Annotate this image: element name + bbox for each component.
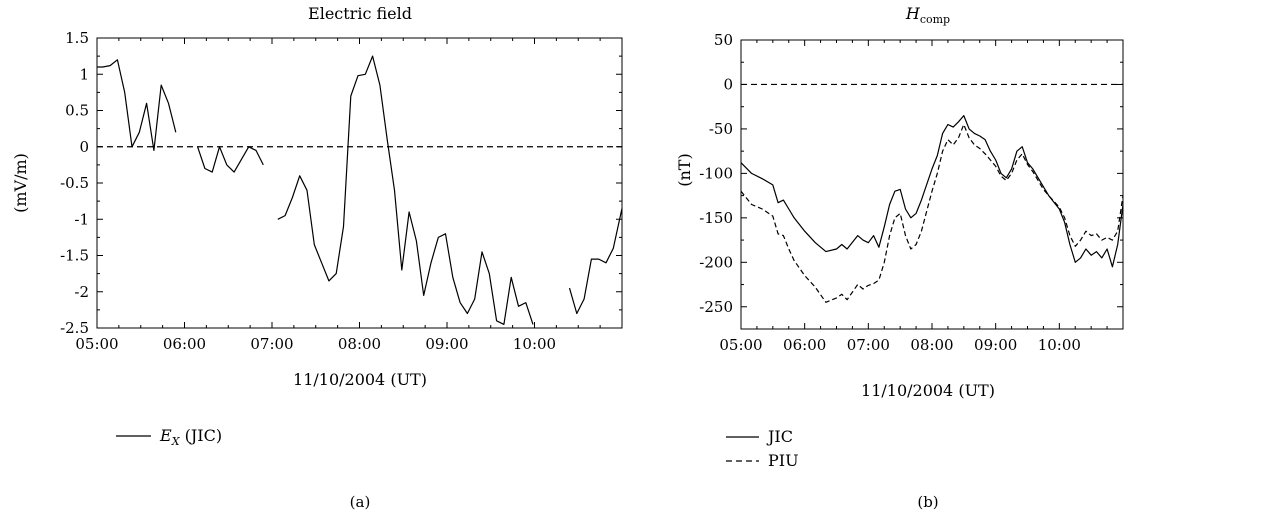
electric-field-chart: Electric field (mV/m) 11/10/2004 (UT) EX… — [11, 4, 623, 511]
y-tick-label: -150 — [699, 209, 733, 227]
legend-label-ex-main: E — [159, 426, 172, 445]
chart-title-main: H — [905, 4, 921, 23]
legend-label-jic: JIC — [766, 427, 793, 446]
y-tick-label: -1 — [74, 210, 89, 228]
series-line-ex — [97, 59, 177, 151]
x-tick-label: 06:00 — [163, 335, 206, 353]
y-tick-label: -250 — [699, 298, 733, 316]
x-tick-label: 08:00 — [910, 336, 953, 354]
series-line-ex — [277, 55, 534, 325]
y-tick-label: 0 — [723, 75, 733, 93]
y-tick-label: -2.5 — [60, 319, 89, 337]
legend: JIC PIU — [726, 427, 799, 470]
series-line-ex — [197, 146, 264, 173]
x-tick-label: 05:00 — [75, 335, 118, 353]
series-line-piu — [740, 123, 1124, 303]
y-tick-label: -100 — [699, 164, 733, 182]
y-tick-label: 0.5 — [65, 102, 89, 120]
h-comp-chart: Hcomp (nT) 11/10/2004 (UT) JIC PIU (b) 5… — [675, 4, 1124, 511]
y-tick-label: 1.5 — [65, 29, 89, 47]
legend-label-ex: EX (JIC) — [159, 426, 222, 448]
y-axis-label: (mV/m) — [11, 153, 30, 213]
x-axis-label: 11/10/2004 (UT) — [293, 370, 427, 389]
x-tick-label: 10:00 — [513, 335, 556, 353]
y-tick-label: -200 — [699, 253, 733, 271]
x-tick-label: 09:00 — [425, 335, 468, 353]
x-tick-label: 07:00 — [250, 335, 293, 353]
x-tick-label: 10:00 — [1038, 336, 1081, 354]
plot-frame — [96, 37, 623, 329]
chart-title: Hcomp — [905, 4, 950, 26]
y-axis-label: (nT) — [675, 153, 694, 186]
y-tick-label: 50 — [714, 31, 733, 49]
legend-label-ex-suffix: (JIC) — [180, 426, 223, 445]
y-tick-label: -2 — [74, 283, 89, 301]
x-tick-label: 07:00 — [847, 336, 890, 354]
legend-label-piu: PIU — [768, 451, 799, 470]
plot-frame — [740, 39, 1124, 330]
x-tick-label: 05:00 — [719, 336, 762, 354]
chart-title: Electric field — [308, 4, 412, 23]
x-tick-label: 06:00 — [783, 336, 826, 354]
series-line-jic — [740, 115, 1124, 268]
series-line-ex — [568, 208, 623, 315]
y-tick-label: -50 — [709, 120, 733, 138]
x-axis-label: 11/10/2004 (UT) — [861, 381, 995, 400]
legend: EX (JIC) — [116, 426, 222, 448]
legend-label-ex-sub: X — [171, 435, 181, 448]
panel-label: (b) — [917, 493, 938, 511]
panel-label: (a) — [350, 493, 371, 511]
chart-title-sub: comp — [920, 13, 950, 26]
y-tick-label: -1.5 — [60, 247, 89, 265]
x-tick-label: 08:00 — [338, 335, 381, 353]
x-tick-label: 09:00 — [974, 336, 1017, 354]
y-tick-label: -0.5 — [60, 174, 89, 192]
y-tick-label: 1 — [79, 65, 89, 83]
y-tick-label: 0 — [79, 138, 89, 156]
